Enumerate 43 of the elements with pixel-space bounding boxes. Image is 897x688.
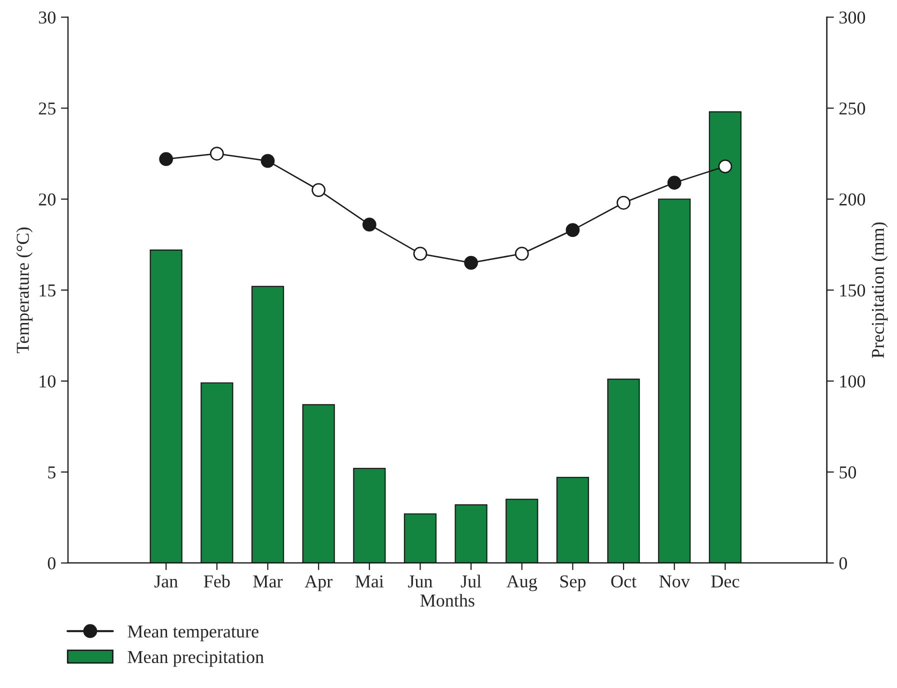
point [718,159,732,174]
point [616,196,630,210]
x-tick-label: Mar [253,576,283,588]
point [413,246,428,261]
y2-tick-label: 300 [840,11,866,24]
y-axis-title: Temperature (°C) [16,228,33,354]
x-tick-label: Jan [154,576,178,588]
point [210,146,224,161]
y-tick-label: 10 [40,375,56,388]
x-tick-label: Mai [355,575,384,588]
y2-tick-label: 50 [840,466,856,478]
y2-tick-label: 250 [839,102,866,115]
point [312,183,326,197]
point [566,223,580,238]
y-tick-label: 20 [38,193,56,206]
point [159,152,174,166]
point [667,176,682,190]
y-tick-label: 25 [38,102,56,115]
x-tick-label: Oct [611,575,636,588]
point [260,154,275,168]
point [362,218,376,232]
x-tick-label: Dec [711,576,740,588]
x-tick-label: Sep [560,575,586,592]
y2-tick-label: 200 [839,193,866,206]
y-tick-label: 0 [48,557,56,570]
x-tick-label: Feb [204,574,230,588]
y2-axis-title: Precipitation (mm) [871,222,888,358]
x-tick-label: Jul [460,574,482,588]
x-tick-label: Aug [506,575,538,592]
x-axis-title: Months [420,594,474,607]
legend-label: Mean temperature [128,626,258,642]
y2-tick-label: 0 [839,557,847,570]
y-tick-label: 30 [38,11,56,24]
y2-tick-label: 150 [840,284,866,297]
point [464,256,478,270]
legend-label: Mean precipitation [128,650,264,667]
point [514,246,529,261]
y-tick-label: 5 [48,466,56,478]
x-tick-label: Apr [304,575,332,592]
y2-tick-label: 100 [840,375,866,388]
y-tick-label: 15 [40,284,56,297]
x-tick-label: Nov [659,576,690,588]
x-tick-label: Jun [408,576,432,588]
